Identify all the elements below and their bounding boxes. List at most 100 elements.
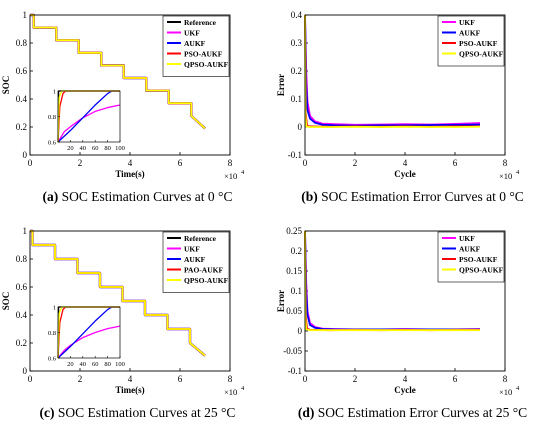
y-tick-label: 0.4 [16, 94, 28, 104]
caption-d-tag: (d) [297, 405, 315, 420]
legend-label-qpso-aukf: QPSO-AUKF [459, 50, 504, 59]
x-exponent-power: 4 [241, 385, 245, 392]
inset-line-ukf [57, 325, 121, 359]
panel-d: 0 2 4 6 8 -0.1 -0.05 0 0.05 0.1 0.15 0.2 0.25 Cycle Er… [275, 216, 550, 432]
caption-b-text: SOC Estimation Error Curves at 0 °C [321, 189, 524, 204]
legend-box [162, 231, 230, 293]
legend-label-qpso-aukf: QPSO-AUKF [184, 60, 229, 69]
y-tick-label: 0.05 [286, 306, 302, 316]
inset-y-tick-label: 0.6 [48, 356, 57, 363]
caption-c-tag: (c) [39, 405, 55, 420]
legend-label-pso-aukf: PSO-AUKF [459, 255, 498, 264]
inset-y-tick-label: 0.8 [48, 114, 56, 121]
plot-frame [304, 14, 506, 156]
x-tick-label: 4 [403, 374, 408, 384]
caption-d-text: SOC Estimation Error Curves at 25 °C [317, 405, 528, 420]
caption-a-tag: (a) [42, 189, 59, 204]
inset-x-tick-label: 40 [80, 361, 87, 368]
inset-y-tick-label: 0.8 [48, 330, 56, 337]
plot-frame [29, 230, 231, 372]
legend-label-reference: Reference [184, 18, 217, 27]
y-tick-label: 1 [23, 10, 28, 20]
x-tick-label: 4 [128, 374, 133, 384]
caption-b: (b) SOC Estimation Error Curves at 0 °C [275, 189, 550, 205]
x-exponent-power: 4 [241, 169, 245, 176]
y-tick-label: 0.4 [16, 310, 28, 320]
series-group [30, 13, 206, 130]
x-exponent-label: ×10 [499, 387, 512, 397]
x-tick-label: 2 [353, 374, 358, 384]
inset-x-tick-label: 20 [67, 361, 74, 368]
series-line-qpso-aukf [30, 14, 206, 130]
x-tick-label: 2 [78, 158, 83, 168]
y-tick-label: 0 [298, 122, 303, 132]
y-tick-label: 0.2 [16, 122, 27, 132]
y-tick-label: 0.1 [291, 286, 302, 296]
y-tick-label: 0.2 [16, 338, 27, 348]
y-tick-label: 0 [23, 150, 28, 160]
legend-label-qpso-aukf: QPSO-AUKF [459, 266, 504, 275]
x-tick-label: 0 [28, 158, 33, 168]
x-tick-label: 8 [503, 374, 508, 384]
caption-c: (c) SOC Estimation Curves at 25 °C [0, 405, 275, 421]
x-exponent-power: 4 [516, 169, 520, 176]
y-tick-label: 1 [23, 226, 28, 236]
series-line-qpso-aukf [30, 230, 206, 357]
x-tick-label: 2 [353, 158, 358, 168]
x-tick-label: 0 [303, 374, 308, 384]
y-tick-label: 0.6 [16, 282, 28, 292]
series-line-qpso-aukf [304, 230, 480, 332]
legend-box [162, 15, 230, 77]
inset-area [58, 307, 120, 358]
legend-label-ukf: UKF [459, 234, 475, 243]
series-group [304, 14, 481, 128]
legend-label-pso-aukf: PSO-AUKF [459, 39, 498, 48]
plot-frame [304, 230, 506, 372]
x-exponent-power: 4 [516, 385, 520, 392]
panel-b: 0 2 4 6 8 -0.1 0 0.1 0.2 0.3 0.4 Cycle Error ×10 4 UKF A… [275, 0, 550, 216]
caption-a-text: SOC Estimation Curves at 0 °C [61, 189, 233, 204]
legend-label-qpso-aukf: QPSO-AUKF [184, 276, 229, 285]
inset-y-tick-label: 0.6 [48, 140, 57, 147]
x-tick-label: 4 [403, 158, 408, 168]
y-tick-label: 0.1 [291, 94, 302, 104]
x-tick-label: 6 [178, 158, 183, 168]
y-axis-label: SOC [1, 292, 11, 311]
inset-x-tick-label: 80 [104, 361, 111, 368]
legend-label-aukf: AUKF [184, 39, 206, 48]
inset-group: 20 40 60 80 100 0.6 0.8 1 [48, 305, 125, 369]
plot-frame [29, 14, 231, 156]
x-axis-label: Time(s) [115, 385, 144, 395]
legend-label-ukf: UKF [184, 29, 200, 38]
panel-c: 0 2 4 6 8 0 0.2 0.4 0.6 0.8 1 Time(s) SOC ×10 4 Referen… [0, 216, 275, 432]
inset-x-tick-label: 80 [104, 145, 111, 152]
caption-c-text: SOC Estimation Curves at 25 °C [57, 405, 236, 420]
x-exponent-label: ×10 [224, 171, 237, 181]
x-tick-label: 0 [303, 158, 308, 168]
series-line-qpso-aukf [304, 14, 481, 128]
legend-label-aukf: AUKF [184, 255, 206, 264]
x-tick-label: 2 [78, 374, 83, 384]
inset-y-tick-label: 1 [53, 305, 56, 312]
x-axis-label: Cycle [394, 169, 416, 179]
legend-box [437, 15, 505, 67]
legend-label-ukf: UKF [459, 18, 475, 27]
y-tick-label: 0 [23, 366, 28, 376]
caption-a: (a) SOC Estimation Curves at 0 °C [0, 189, 275, 205]
x-axis-label: Cycle [394, 385, 416, 395]
legend-label-aukf: AUKF [459, 245, 481, 254]
y-tick-label: 0.2 [291, 66, 302, 76]
x-tick-label: 0 [28, 374, 33, 384]
x-tick-label: 6 [453, 158, 458, 168]
y-tick-label: -0.05 [283, 346, 302, 356]
x-tick-label: 8 [228, 158, 233, 168]
series-group [304, 230, 481, 332]
y-tick-label: 0.6 [16, 66, 28, 76]
x-exponent-label: ×10 [224, 387, 237, 397]
inset-x-tick-label: 60 [92, 145, 99, 152]
y-tick-label: -0.1 [288, 150, 302, 160]
x-tick-label: 6 [453, 374, 458, 384]
